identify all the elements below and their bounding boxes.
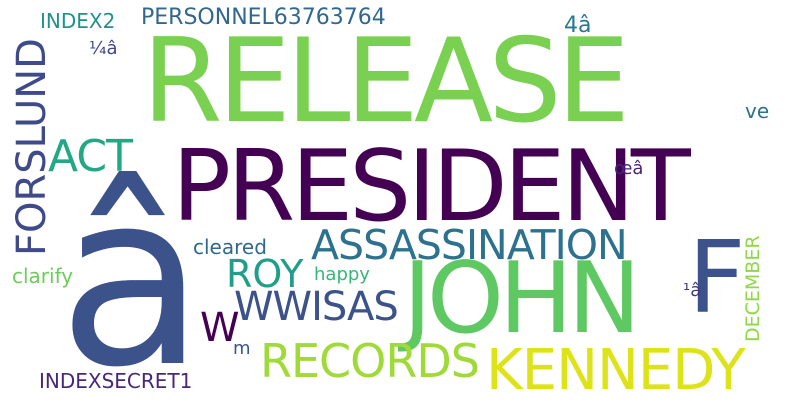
word-one-a: ¹â bbox=[683, 280, 702, 301]
word-release: RELEASE bbox=[142, 14, 630, 149]
word-happy: happy bbox=[314, 264, 370, 285]
word-index2: INDEX2 bbox=[40, 9, 116, 33]
word-forslund: FORSLUND bbox=[9, 38, 55, 256]
word-roy: ROY bbox=[226, 252, 304, 296]
word-personnel: PERSONNEL63763764 bbox=[141, 5, 386, 30]
word-clarify: clarify bbox=[12, 264, 74, 288]
word-indexsecret1: INDEXSECRET1 bbox=[39, 369, 193, 393]
word-assassination: ASSASSINATION bbox=[311, 221, 628, 269]
word-oe-a: œâ bbox=[614, 158, 644, 179]
word-wwisas: WWISAS bbox=[234, 284, 399, 330]
word-ve: ve bbox=[745, 99, 770, 123]
word-m: m bbox=[233, 338, 251, 359]
word-four-a: 4â bbox=[564, 13, 592, 38]
word-act: ACT bbox=[48, 131, 133, 182]
word-records: RECORDS bbox=[260, 334, 480, 388]
word-december: DECEMBER bbox=[742, 235, 764, 342]
word-w: W bbox=[200, 305, 240, 351]
word-a-hat: â bbox=[58, 140, 206, 405]
word-president: PRESIDENT bbox=[172, 130, 691, 244]
word-quarter-a: ¼â bbox=[89, 38, 118, 59]
word-f: F bbox=[688, 219, 746, 336]
word-cleared: cleared bbox=[193, 235, 267, 259]
word-john: JOHN bbox=[403, 242, 641, 356]
word-kennedy: KENNEDY bbox=[486, 338, 746, 403]
